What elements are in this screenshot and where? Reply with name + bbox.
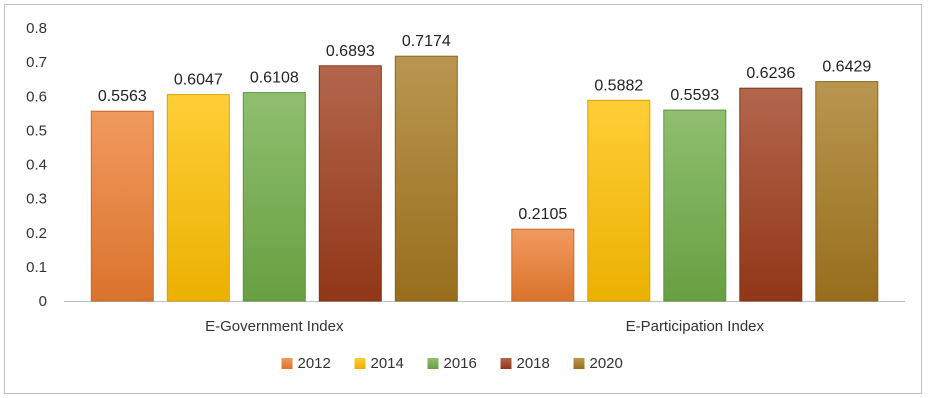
- data-label: 0.5882: [594, 77, 643, 94]
- data-label: 0.6108: [250, 70, 299, 87]
- legend-swatch: [573, 358, 585, 369]
- bar: [394, 55, 458, 302]
- legend-label: 2012: [298, 355, 331, 372]
- legend-label: 2014: [371, 355, 404, 372]
- data-label: 0.7174: [402, 33, 451, 50]
- data-label: 0.5593: [670, 87, 719, 104]
- legend-swatch: [354, 358, 366, 369]
- data-label: 0.5563: [98, 88, 147, 105]
- legend-label: 2016: [444, 355, 477, 372]
- x-category-label: E-Participation Index: [626, 318, 765, 335]
- legend-item: 2014: [354, 355, 404, 372]
- legend-item: 2020: [573, 355, 623, 372]
- x-category-label: E-Government Index: [205, 318, 344, 335]
- bar: [90, 110, 154, 302]
- y-tick-label: 0.1: [26, 259, 47, 276]
- y-tick-label: 0.4: [26, 157, 47, 174]
- y-tick-label: 0.5: [26, 122, 47, 139]
- data-labels-layer: 0.5563 0.6047 0.6108 0.6893 0.7174 0.2105 0.58…: [98, 33, 872, 223]
- legend-item: 2018: [500, 355, 550, 372]
- y-tick-label: 0.3: [26, 191, 47, 208]
- legend-swatch: [500, 358, 512, 369]
- bar: [242, 92, 306, 302]
- bar: [815, 81, 879, 302]
- legend-label: 2018: [517, 355, 550, 372]
- legend-item: 2012: [281, 355, 331, 372]
- bar: [587, 99, 651, 302]
- data-label: 0.2105: [518, 206, 567, 223]
- data-label: 0.6429: [822, 59, 871, 76]
- bar: [166, 94, 230, 302]
- data-label: 0.6047: [174, 72, 223, 89]
- y-tick-label: 0: [39, 293, 47, 310]
- axis-layer: 0 0.1 0.2 0.3 0.4 0.5 0.6 0.7 0.8 E-Government In…: [26, 20, 905, 335]
- y-tick-label: 0.6: [26, 88, 47, 105]
- bar: [663, 109, 727, 302]
- y-tick-label: 0.8: [26, 20, 47, 37]
- y-tick-label: 0.7: [26, 54, 47, 71]
- bar: [739, 87, 803, 302]
- data-label: 0.6893: [326, 43, 375, 60]
- bar: [511, 228, 575, 302]
- data-label: 0.6236: [746, 65, 795, 82]
- bar: [318, 65, 382, 302]
- legend: 2012 2014 2016 2018 2020: [281, 355, 623, 372]
- legend-item: 2016: [427, 355, 477, 372]
- legend-swatch: [427, 358, 439, 369]
- bars-layer: [90, 55, 879, 302]
- y-tick-label: 0.2: [26, 225, 47, 242]
- legend-label: 2020: [590, 355, 623, 372]
- legend-swatch: [281, 358, 293, 369]
